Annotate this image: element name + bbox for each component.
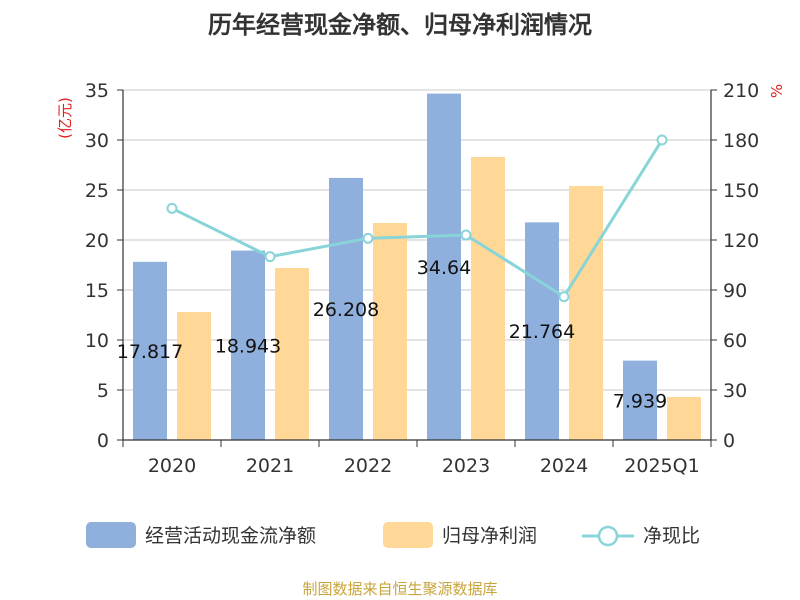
cashflow-bar — [427, 93, 461, 440]
legend-item-ratio[interactable]: 净现比 — [582, 525, 700, 547]
cashflow-bar — [329, 177, 363, 441]
cashflow-data-label: 26.208 — [313, 299, 379, 321]
ratio-point — [264, 251, 276, 263]
left-tick-label: 15 — [85, 280, 109, 302]
left-tick-label: 35 — [85, 80, 109, 102]
category-label: 2022 — [344, 455, 392, 477]
cashflow-bar — [133, 261, 167, 440]
right-tick-label: 120 — [723, 230, 759, 252]
legend-label-profit: 归母净利润 — [442, 525, 537, 547]
profit-bar — [177, 312, 211, 440]
profit-bar — [373, 223, 407, 440]
legend-marker-ratio — [597, 525, 619, 547]
legend-swatch-cashflow — [86, 522, 136, 548]
ratio-line-path — [171, 139, 664, 299]
category-label: 2021 — [246, 455, 294, 477]
left-tick-label: 0 — [97, 430, 109, 452]
profit-bar — [471, 157, 505, 440]
ratio-point — [460, 229, 472, 241]
left-axis-unit: (亿元) — [56, 97, 74, 139]
right-tick-label: 60 — [723, 330, 747, 352]
left-tick-label: 30 — [85, 130, 109, 152]
cashflow-data-label: 34.64 — [417, 257, 471, 279]
ratio-point — [656, 134, 668, 146]
left-tick-label: 25 — [85, 180, 109, 202]
cashflow-bar — [231, 250, 265, 440]
gridlines — [123, 89, 711, 391]
legend-label-cashflow: 经营活动现金流净额 — [145, 525, 316, 547]
ratio-point — [166, 202, 178, 214]
cashflow-data-label: 17.817 — [117, 341, 183, 363]
ratio-point — [558, 291, 570, 303]
data-labels: 17.817 18.943 26.208 34.64 21.764 7.939 — [117, 257, 667, 413]
ratio-point — [362, 232, 374, 244]
left-tick-label: 10 — [85, 330, 109, 352]
right-axis-unit: % — [768, 84, 786, 98]
legend[interactable]: 经营活动现金流净额 归母净利润 净现比 — [86, 522, 700, 548]
cashflow-bar — [525, 222, 559, 440]
left-tick-labels: 0 5 10 15 20 25 30 35 — [85, 80, 109, 452]
right-tick-label: 90 — [723, 280, 747, 302]
ratio-line — [166, 134, 668, 303]
right-tick-labels: 0 30 60 90 120 150 180 210 — [723, 80, 759, 452]
cashflow-data-label: 18.943 — [215, 335, 281, 357]
axes — [117, 89, 717, 447]
category-label: 2025Q1 — [624, 455, 699, 477]
right-tick-label: 150 — [723, 180, 759, 202]
category-label: 2023 — [442, 455, 490, 477]
category-label: 2024 — [540, 455, 588, 477]
profit-bar — [569, 186, 603, 440]
legend-label-ratio: 净现比 — [643, 525, 700, 547]
cashflow-bars — [133, 93, 657, 441]
right-tick-label: 30 — [723, 380, 747, 402]
profit-bar — [275, 268, 309, 440]
cashflow-bar — [623, 360, 657, 440]
left-tick-label: 20 — [85, 230, 109, 252]
legend-item-profit[interactable]: 归母净利润 — [383, 522, 537, 548]
legend-swatch-profit — [383, 522, 433, 548]
profit-bar — [667, 397, 701, 440]
right-tick-label: 180 — [723, 130, 759, 152]
source-note: 制图数据来自恒生聚源数据库 — [302, 580, 497, 598]
left-tick-label: 5 — [97, 380, 109, 402]
legend-item-cashflow[interactable]: 经营活动现金流净额 — [86, 522, 316, 548]
right-tick-label: 0 — [723, 430, 735, 452]
right-tick-label: 210 — [723, 80, 759, 102]
category-label: 2020 — [148, 455, 196, 477]
cashflow-data-label: 7.939 — [613, 390, 667, 412]
profit-bars — [177, 157, 701, 440]
chart-title: 历年经营现金净额、归母净利润情况 — [208, 11, 592, 39]
category-labels: 2020 2021 2022 2023 2024 2025Q1 — [148, 455, 700, 477]
cashflow-data-label: 21.764 — [509, 321, 575, 343]
